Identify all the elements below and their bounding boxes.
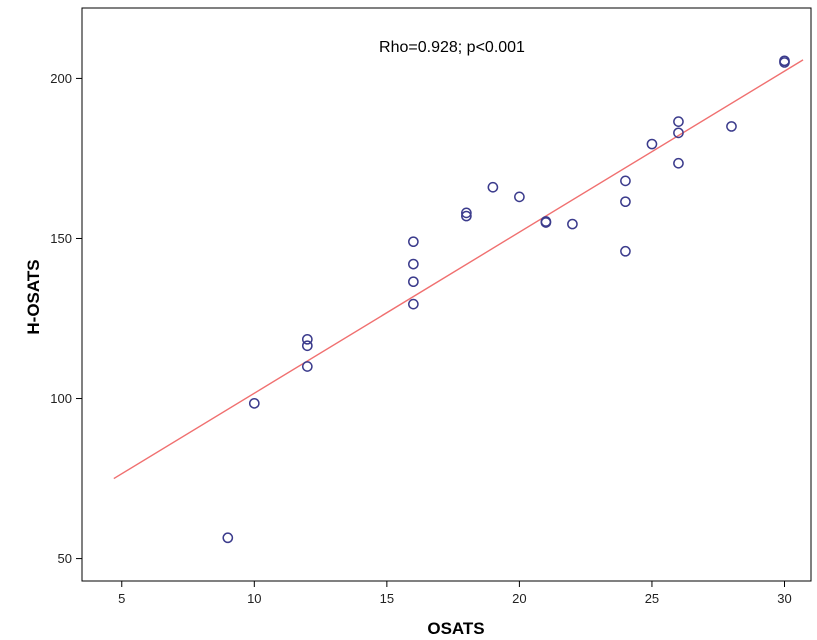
x-axis-ticks: 5 10 15 20 25 30 [118,581,792,606]
data-point [620,175,631,187]
data-point [248,397,260,409]
x-tick-label: 15 [380,591,394,606]
data-point [779,55,790,67]
y-tick-label: 100 [50,391,72,406]
data-point [301,333,313,345]
data-point [222,532,234,544]
fit-line [113,59,804,480]
x-tick-label: 5 [118,591,125,606]
x-tick-label: 20 [512,591,526,606]
data-point [461,207,472,219]
x-tick-label: 10 [247,591,261,606]
data-point [301,361,313,372]
fit-line-layer [113,59,804,480]
y-tick-label: 200 [50,71,72,86]
correlation-annotation: Rho=0.928; p<0.001 [379,39,525,56]
y-axis-ticks: 50 100 150 200 [50,71,82,566]
data-point [487,181,499,193]
data-point [567,218,578,230]
data-point [540,216,552,227]
points-layer [222,55,790,544]
y-axis-title: H-OSATS [24,259,43,334]
y-tick-label: 150 [50,231,72,246]
data-point [408,236,419,248]
data-point [673,157,684,169]
data-point [408,298,419,310]
data-point [620,245,631,257]
data-point [673,127,684,139]
data-point [620,196,631,208]
x-tick-label: 25 [645,591,659,606]
x-axis-title: OSATS [427,619,484,638]
data-point [461,210,472,222]
plot-area [81,7,812,582]
data-point [514,191,525,203]
data-point [726,121,737,132]
data-point [408,276,419,288]
data-point [646,138,658,150]
x-tick-label: 30 [777,591,791,606]
data-point [301,340,313,352]
data-point [673,116,684,127]
y-tick-label: 50 [58,551,72,566]
data-point [408,258,419,270]
